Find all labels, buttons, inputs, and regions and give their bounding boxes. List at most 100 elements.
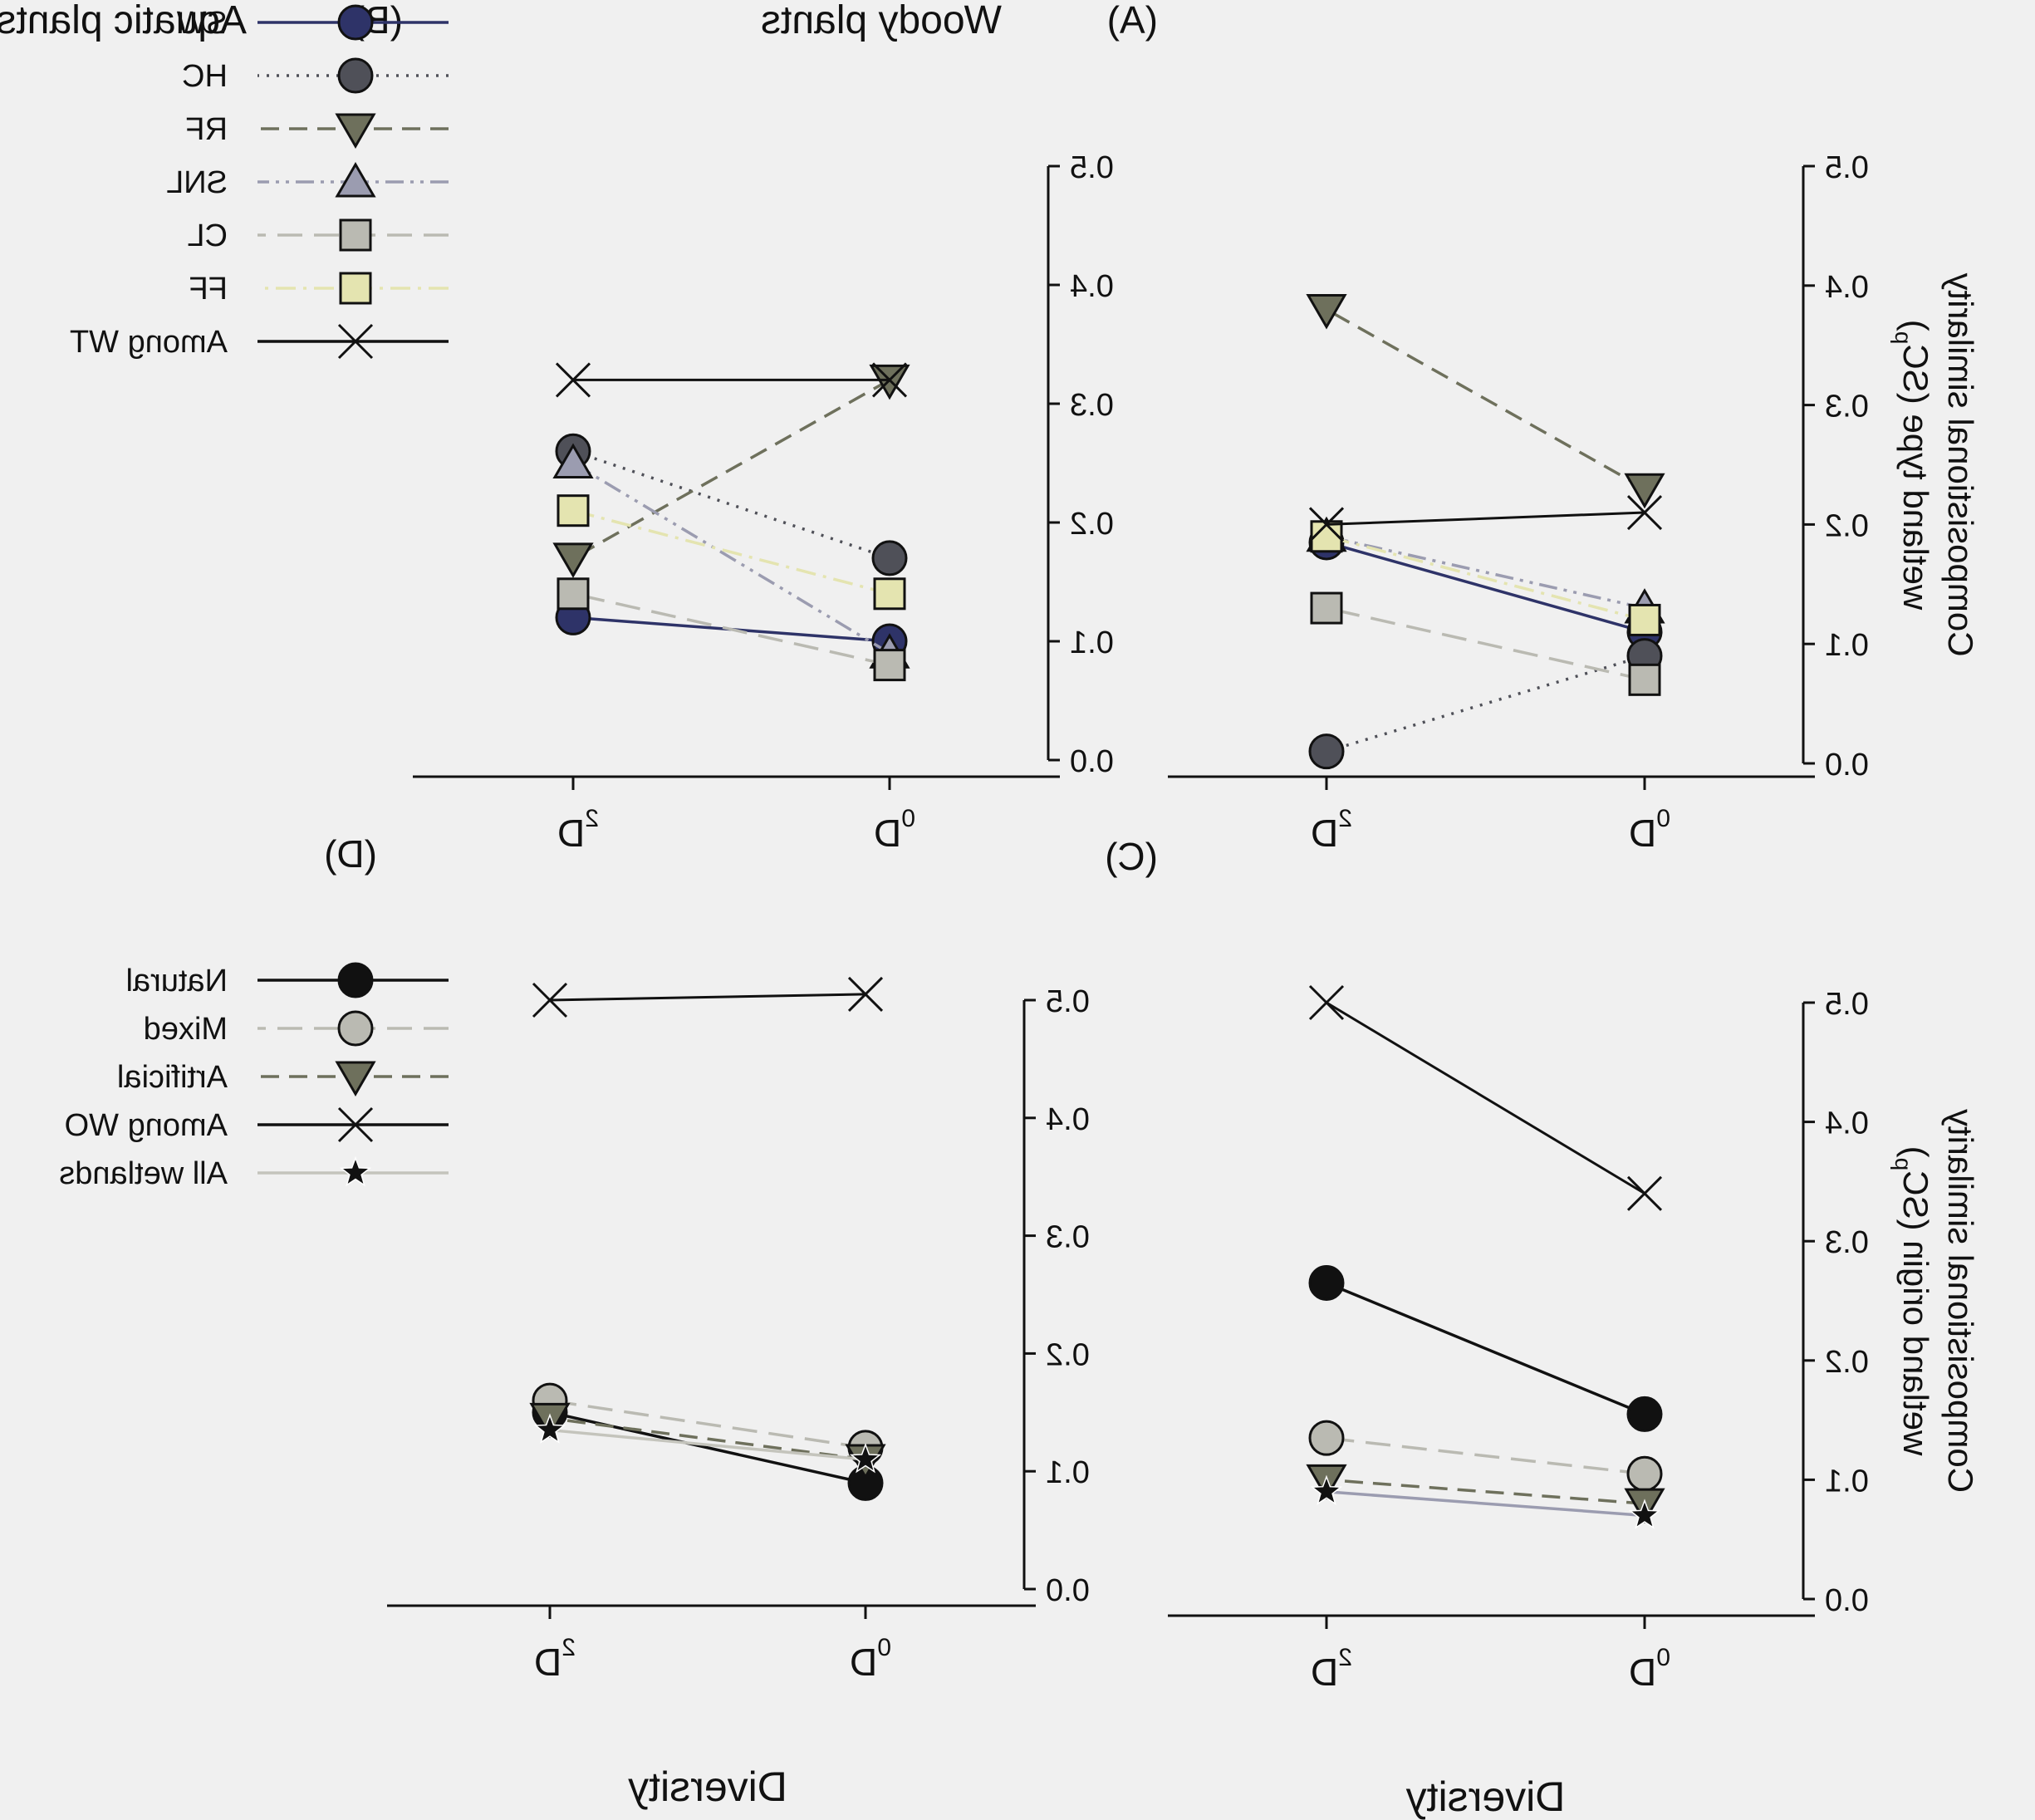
series-line <box>549 993 866 1002</box>
legend-label: Artificial <box>117 1060 228 1095</box>
legend-item-among-wt: Among WT <box>70 323 449 360</box>
legend-item-ff: FF <box>189 272 449 307</box>
data-point <box>552 443 594 478</box>
y-axis-label-line-1: Composistional similarity <box>1941 272 1980 656</box>
panel-a: 0.0 0.1 0.2 0.3 0.4 0.5 0D 2D (A) Woody plants Com… <box>761 0 1980 855</box>
legend-label: RF <box>185 112 228 147</box>
series-cl <box>557 577 906 682</box>
series-line <box>1326 308 1645 490</box>
series-line <box>1326 1478 1645 1505</box>
series-line <box>1326 1281 1645 1416</box>
x-tick-label: 0D <box>1629 1644 1670 1694</box>
series-mixed <box>532 1382 884 1466</box>
y-tick-label: 0.0 <box>1825 748 1869 782</box>
panel-c: 0.0 0.1 0.2 0.3 0.4 0.5 0D 2D (C) Diversity Compos… <box>1105 835 1980 1820</box>
legend-label: Among WO <box>65 1108 228 1143</box>
y-tick-label: 0.2 <box>1046 1337 1090 1372</box>
legend-marker <box>337 323 374 360</box>
series-line <box>1326 1001 1645 1195</box>
legend-label: All wetlands <box>59 1156 228 1191</box>
panel-title: Aquatic plants <box>0 0 247 42</box>
series-rf <box>552 364 910 578</box>
data-point <box>1626 1175 1663 1211</box>
data-point <box>1308 733 1345 770</box>
y-tick-label: 0.4 <box>1825 1106 1869 1141</box>
legend-label: SNL <box>166 165 228 200</box>
legend-label: SW <box>177 6 228 41</box>
series-ff <box>1310 520 1661 636</box>
series-natural <box>532 1394 884 1501</box>
y-tick-label: 0.1 <box>1825 1464 1869 1499</box>
legend-item-rf: RF <box>185 112 449 149</box>
series-all-wetlands <box>1310 1474 1661 1529</box>
series-line <box>549 1428 866 1461</box>
legend-label: Among WT <box>70 325 228 360</box>
y-tick-label: 0.3 <box>1825 390 1869 424</box>
y-tick-label: 0.2 <box>1825 508 1869 543</box>
legend-item-all-wetlands: All wetlands <box>59 1155 449 1191</box>
data-point <box>1310 591 1343 625</box>
y-tick-label: 0.2 <box>1070 507 1114 542</box>
series-line <box>1326 1436 1645 1475</box>
legend-item-snl: SNL <box>166 162 449 200</box>
y-tick-label: 0.3 <box>1825 1225 1869 1260</box>
legend-label: CL <box>187 218 228 253</box>
series-line <box>1326 511 1645 526</box>
y-tick-label: 0.4 <box>1825 270 1869 305</box>
x-axis-label: Diversity <box>628 1764 787 1810</box>
legend-label: HC <box>182 59 228 94</box>
legend-marker <box>337 57 374 94</box>
x-tick-label: 2D <box>534 1634 576 1684</box>
legend-item-mixed: Mixed <box>144 1010 449 1047</box>
series-line <box>1326 541 1645 634</box>
data-point <box>1626 1396 1663 1432</box>
panel-label: (C) <box>1105 835 1158 878</box>
series-line <box>1326 606 1645 682</box>
x-tick-label: 0D <box>1629 805 1670 855</box>
series-line <box>549 1399 866 1450</box>
legend-marker <box>335 1061 376 1096</box>
data-point <box>557 494 590 527</box>
data-point <box>871 362 908 398</box>
x-tick-label: 2D <box>1311 805 1352 855</box>
series-line <box>572 461 890 655</box>
data-point <box>1628 663 1661 696</box>
series-hc <box>1308 638 1663 770</box>
series-cl <box>1310 591 1661 696</box>
data-point <box>1310 520 1343 553</box>
series-rf <box>1306 294 1665 509</box>
y-axis-label-line-2: wetland type (SCp) <box>1890 320 1935 611</box>
series-line <box>1326 1490 1645 1518</box>
y-tick-label: 0.1 <box>1825 628 1869 663</box>
y-tick-label: 0.0 <box>1825 1583 1869 1618</box>
panel-title: Woody plants <box>761 0 1002 42</box>
series-line <box>549 1416 866 1461</box>
legend-marker <box>337 1106 374 1143</box>
series-ff <box>557 494 906 611</box>
legend-item-cl: CL <box>187 218 449 253</box>
y-tick-label: 0.3 <box>1070 388 1114 423</box>
data-point <box>873 649 906 682</box>
series-line <box>572 509 890 596</box>
y-tick-label: 0.0 <box>1070 744 1114 779</box>
legend-marker <box>337 962 374 998</box>
data-point <box>1308 1420 1345 1456</box>
panel-d: 0.0 0.1 0.2 0.3 0.4 0.5 0D 2D (D) Diversity Natura… <box>59 832 1090 1810</box>
legend-label: FF <box>189 272 228 307</box>
y-tick-label: 0.5 <box>1070 150 1114 185</box>
data-point <box>1626 494 1663 531</box>
y-tick-label: 0.2 <box>1825 1345 1869 1380</box>
data-point <box>1626 1455 1663 1492</box>
panel-label: (D) <box>324 832 377 876</box>
series-all-wetlands <box>533 1413 882 1474</box>
y-tick-label: 0.5 <box>1046 984 1090 1019</box>
data-point <box>555 362 591 398</box>
data-point <box>1306 294 1347 330</box>
panel-label: (A) <box>1107 0 1158 42</box>
legend-item-artificial: Artificial <box>117 1060 449 1096</box>
y-tick-label: 0.3 <box>1046 1220 1090 1255</box>
series-line <box>572 378 890 560</box>
legend: SW HC RF SNL CL FF Among WT <box>70 4 449 360</box>
